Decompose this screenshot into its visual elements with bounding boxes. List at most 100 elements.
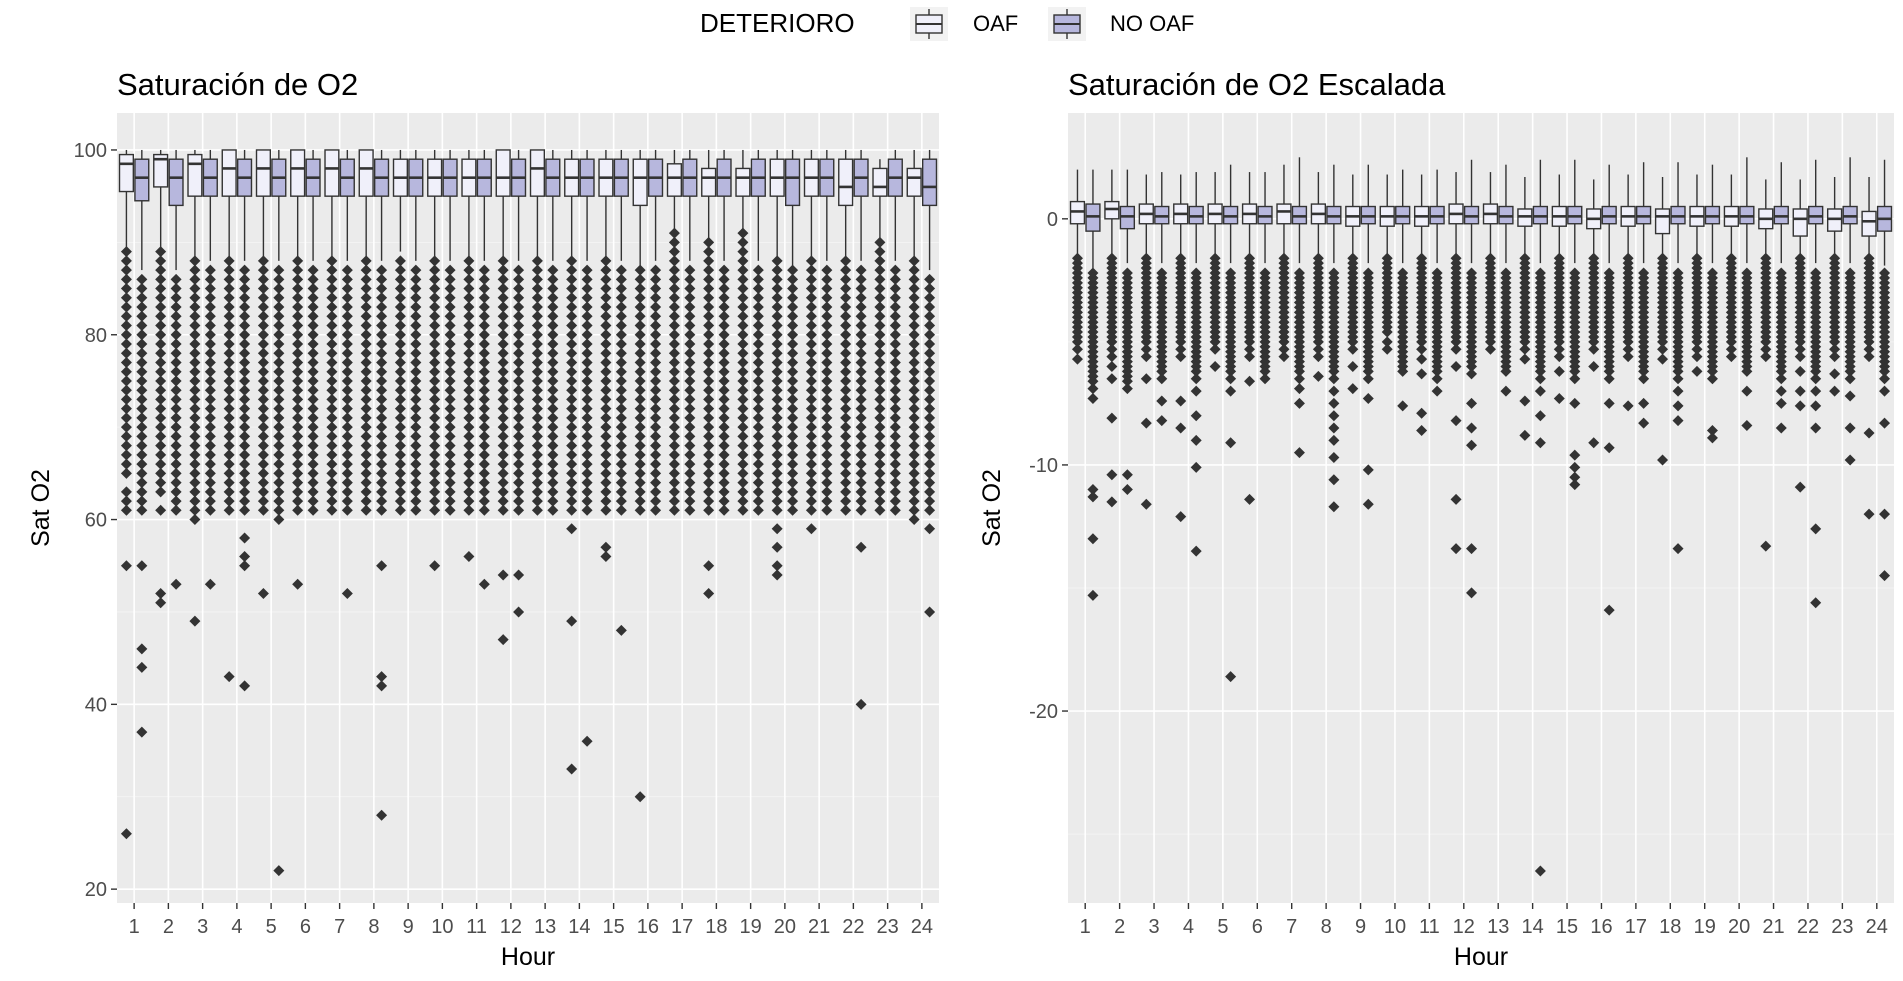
outlier-point — [478, 495, 490, 507]
outlier-point — [239, 264, 251, 276]
saturacion-escalada-box-3-oaf — [1138, 174, 1154, 510]
outlier-point — [581, 310, 593, 322]
outlier-point — [634, 356, 646, 368]
outlier-point — [650, 477, 662, 489]
outlier-point — [478, 412, 490, 424]
outlier-point — [1829, 385, 1841, 397]
outliers — [1431, 267, 1443, 397]
outliers — [1725, 252, 1737, 363]
x-tick-label: 12 — [500, 916, 522, 938]
outlier-point — [189, 421, 201, 433]
outlier-point — [204, 292, 216, 304]
outlier-point — [1259, 365, 1271, 377]
outlier-point — [718, 486, 730, 498]
outlier-point — [855, 541, 867, 553]
outlier-point — [581, 393, 593, 405]
outlier-point — [429, 264, 441, 276]
outliers — [924, 273, 936, 618]
outlier-point — [463, 366, 475, 378]
outlier-point — [273, 393, 285, 405]
outlier-point — [855, 698, 867, 710]
outlier-point — [204, 412, 216, 424]
outlier-point — [273, 421, 285, 433]
outlier-point — [136, 495, 148, 507]
outlier-point — [376, 412, 388, 424]
outliers — [1450, 252, 1462, 555]
outlier-point — [189, 273, 201, 285]
outlier-point — [771, 347, 783, 359]
outlier-point — [1691, 365, 1703, 377]
saturacion-box-9-oaf — [392, 149, 409, 516]
outlier-point — [634, 292, 646, 304]
outlier-point — [1466, 587, 1478, 599]
outlier-point — [170, 412, 182, 424]
outlier-point — [273, 403, 285, 415]
outlier-point — [1140, 351, 1152, 363]
outliers — [805, 255, 817, 535]
outlier-point — [703, 366, 715, 378]
saturacion-box-2-oaf — [153, 149, 169, 609]
outlier-point — [737, 227, 749, 239]
outlier-point — [1087, 484, 1099, 496]
outlier-point — [189, 615, 201, 627]
outlier-point — [650, 458, 662, 470]
outlier-point — [874, 329, 886, 341]
outlier-point — [581, 430, 593, 442]
saturacion-escalada-box-7-oaf — [1276, 164, 1292, 363]
x-tick-label: 4 — [1183, 916, 1194, 938]
outlier-point — [855, 430, 867, 442]
outlier-point — [650, 403, 662, 415]
outlier-point — [805, 430, 817, 442]
outliers — [223, 255, 235, 683]
outlier-point — [615, 430, 627, 442]
outlier-point — [223, 440, 235, 452]
outlier-point — [821, 366, 833, 378]
outlier-point — [1190, 365, 1202, 377]
panel-saturacion-escalada-x-axis: 1 2 3 4 5 6 7 8 9 10 11 12 13 14 15 16 17 18 19 20 21 22 23 24 — [1080, 903, 1888, 938]
saturacion-box-7-no-oaf — [339, 149, 355, 599]
outlier-point — [239, 504, 251, 516]
outlier-point — [136, 329, 148, 341]
saturacion-box-10-oaf — [427, 149, 443, 572]
outlier-point — [771, 366, 783, 378]
outlier-point — [668, 504, 680, 516]
outlier-point — [737, 246, 749, 258]
x-tick-label: 5 — [1217, 916, 1228, 938]
outlier-point — [615, 477, 627, 489]
outlier-point — [136, 477, 148, 489]
outliers — [566, 255, 578, 775]
outlier-point — [292, 477, 304, 489]
saturacion-box-22-oaf — [838, 149, 854, 516]
outlier-point — [805, 393, 817, 405]
outliers — [1416, 252, 1428, 436]
outlier-point — [650, 449, 662, 461]
outlier-point — [908, 504, 920, 516]
outlier-point — [478, 578, 490, 590]
outlier-point — [273, 865, 285, 877]
saturacion-box-13-oaf — [529, 149, 546, 516]
outlier-point — [840, 458, 852, 470]
outlier-point — [478, 440, 490, 452]
outlier-point — [737, 292, 749, 304]
outlier-point — [513, 467, 525, 479]
outlier-point — [600, 551, 612, 563]
outlier-point — [1534, 410, 1546, 422]
outlier-point — [634, 366, 646, 378]
x-tick-label: 23 — [1831, 916, 1853, 938]
outlier-point — [513, 320, 525, 332]
outlier-point — [429, 412, 441, 424]
outlier-point — [360, 255, 372, 267]
saturacion-escalada-box-11-oaf — [1413, 174, 1430, 436]
outlier-point — [463, 486, 475, 498]
outlier-point — [600, 449, 612, 461]
outlier-point — [478, 366, 490, 378]
outlier-point — [444, 320, 456, 332]
outlier-point — [1106, 373, 1118, 385]
outlier-point — [908, 430, 920, 442]
outlier-point — [155, 338, 167, 350]
outliers — [478, 264, 490, 590]
outlier-point — [924, 384, 936, 396]
box-body — [118, 153, 135, 193]
outlier-point — [394, 486, 406, 498]
outlier-point — [136, 440, 148, 452]
